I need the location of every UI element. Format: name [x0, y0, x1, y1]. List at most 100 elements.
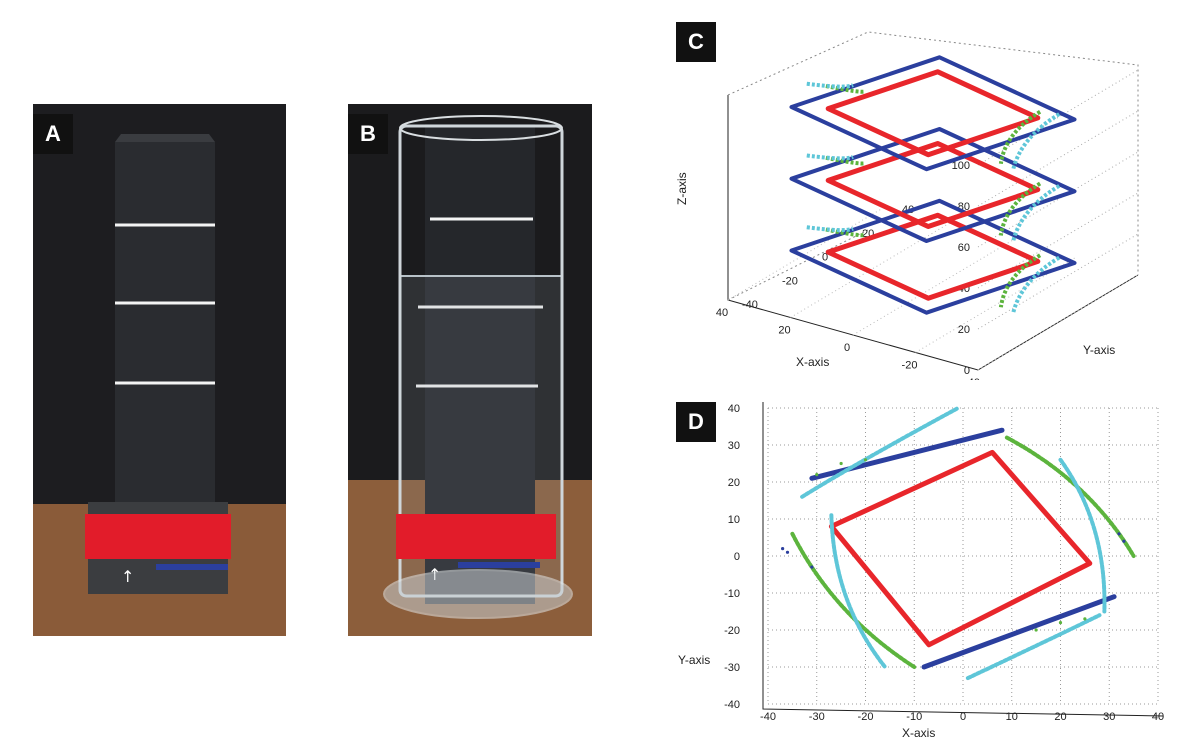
green-arc-trace	[998, 110, 1042, 165]
cyan-arc-trace	[1058, 457, 1107, 614]
y-tick-label: -20	[724, 625, 740, 637]
x-tick-label: -10	[906, 711, 922, 723]
red-layer-trace	[825, 141, 1041, 229]
x-tick-label: -40	[964, 377, 980, 380]
cyan-arc-trace	[965, 613, 1102, 681]
photo-phantom-water: ↑	[348, 104, 592, 636]
y-tick-label: 40	[728, 403, 740, 415]
red-layer-trace	[825, 212, 1041, 301]
blue-tape	[156, 564, 228, 570]
panel-label: B	[348, 114, 388, 154]
blue-tape	[458, 562, 540, 568]
x-tick-label: -40	[760, 711, 776, 723]
axes-frame	[762, 402, 1164, 717]
z-tick-label: 0	[964, 365, 970, 377]
green-arc-trace	[998, 253, 1042, 308]
z-tick-label: 20	[958, 324, 970, 336]
x-tick-label: 0	[960, 711, 966, 723]
green-arc-trace	[825, 155, 866, 166]
x-axis-label: X-axis	[902, 726, 935, 739]
y-tick-label: -30	[724, 662, 740, 674]
outlier-point	[1122, 539, 1126, 543]
green-arc-trace	[825, 227, 866, 238]
cyan-arc-trace	[806, 225, 854, 233]
red-layer-trace	[825, 69, 1041, 158]
y-tick-label: 0	[822, 252, 828, 264]
outlier-point	[1117, 532, 1121, 536]
panel-d: -40 -30 -20 -10 0 10 20 30 40 40 30 20 10 0 -10 -20 -30 -…	[668, 394, 1188, 739]
y-tick-label: 0	[734, 551, 740, 563]
x-tick-label: -20	[902, 360, 918, 372]
x-tick-label: 40	[716, 307, 728, 319]
panel-b: ↑ B	[348, 104, 592, 636]
y-tick-label: -20	[782, 275, 798, 287]
phantom-column	[115, 142, 215, 552]
blue-layer-trace	[789, 127, 1077, 243]
x-tick-label: -20	[858, 711, 874, 723]
x-tick-label: -30	[809, 711, 825, 723]
panel-a: ↑ A	[33, 104, 286, 636]
outlier-point	[781, 547, 785, 551]
cyan-arc-trace	[829, 513, 887, 669]
green-arc-trace	[998, 181, 1042, 236]
glass-rim	[399, 115, 563, 141]
outlier-point	[815, 473, 819, 477]
cyan-arc-trace	[1011, 112, 1061, 171]
blue-layer-trace	[789, 198, 1077, 315]
y-axis-label: Y-axis	[678, 653, 710, 667]
phantom-column-top	[115, 134, 215, 142]
y-tick-label: -10	[724, 588, 740, 600]
panel-label: D	[676, 402, 716, 442]
y-tick-label: 10	[728, 514, 740, 526]
cyan-arc-trace	[806, 153, 854, 161]
cyan-arc-trace	[1011, 255, 1061, 315]
red-square-trace	[828, 449, 1093, 648]
z-axis-label: Z-axis	[675, 172, 689, 205]
gridline-x	[852, 239, 1014, 336]
data-marks	[789, 55, 1077, 315]
blue-layer-trace	[789, 55, 1077, 172]
grid	[767, 407, 1159, 705]
y-tick-label: -40	[724, 699, 740, 711]
outlier-point	[1058, 621, 1063, 625]
red-tape	[85, 514, 231, 559]
x-tick-label: 20	[1054, 711, 1066, 723]
y-axis-label: Y-axis	[1083, 343, 1115, 357]
x-tick-label: 20	[778, 325, 790, 337]
y-tick-label: 20	[728, 477, 740, 489]
x-tick-label: 30	[1103, 711, 1115, 723]
chart-2d-scatter: -40 -30 -20 -10 0 10 20 30 40 40 30 20 10 0 -10 -20 -30 -…	[678, 402, 1164, 739]
arrow-glyph: ↑	[121, 567, 134, 586]
outlier-point	[1034, 628, 1038, 632]
outlier-point	[839, 461, 843, 466]
outlier-point	[1083, 617, 1087, 621]
tick-labels: -40 -30 -20 -10 0 10 20 30 40 40 30 20 10 0 -10 -20 -30 -…	[724, 403, 1164, 723]
x-axis-label: X-axis	[796, 355, 829, 369]
cyan-arc-trace	[806, 81, 854, 89]
z-tick-label: 100	[952, 160, 970, 172]
outlier-point	[863, 458, 868, 462]
panel-label: A	[33, 114, 73, 154]
y-tick-label: -40	[742, 299, 758, 311]
x-tick-label: 40	[1152, 711, 1164, 723]
cyan-arc-trace	[1011, 184, 1061, 243]
data-marks	[781, 406, 1136, 681]
blue-line-trace	[921, 594, 1117, 670]
green-arc-trace	[825, 84, 866, 94]
outlier-point	[810, 565, 814, 569]
z-tick-label: 60	[958, 242, 970, 254]
green-arc-trace	[790, 531, 917, 669]
y-tick-label: 30	[728, 440, 740, 452]
gridline-z	[977, 233, 1139, 330]
red-tape	[396, 514, 556, 559]
x-tick-label: 10	[1006, 711, 1018, 723]
outlier-point	[785, 550, 790, 554]
panel-label: C	[676, 22, 716, 62]
x-tick-label: 0	[844, 342, 850, 354]
cyan-arc-trace	[800, 406, 961, 499]
glass-base	[383, 569, 573, 619]
photo-phantom-dry: ↑	[33, 104, 286, 636]
